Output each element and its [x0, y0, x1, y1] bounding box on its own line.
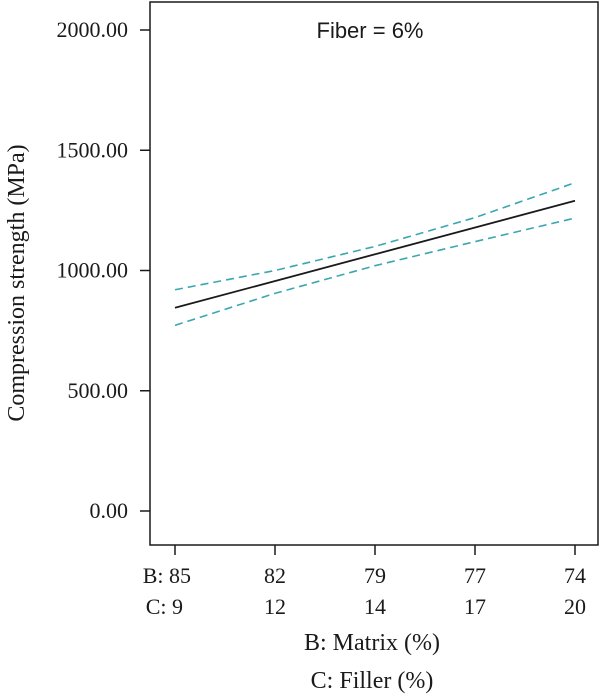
y-tick-label: 1500.00	[57, 137, 129, 162]
prediction-line	[174, 199, 576, 309]
x-tick-label-filler: 12	[264, 594, 286, 619]
x-tick-label-matrix: 77	[464, 563, 486, 588]
x-tick-label-filler: 14	[364, 594, 386, 619]
x-tick-label-filler: C: 9	[146, 594, 183, 619]
x-axis: B: 85 C: 9 82 12 79 14 77 17 74 20	[143, 545, 586, 619]
x-tick-label-matrix: B: 85	[143, 563, 191, 588]
chart-annotation: Fiber = 6%	[317, 18, 424, 43]
y-tick-label: 2000.00	[57, 17, 129, 42]
y-tick-label: 0.00	[90, 498, 129, 523]
y-tick-label: 500.00	[68, 378, 129, 403]
x-tick-label-filler: 17	[464, 594, 486, 619]
x-tick-label-matrix: 82	[264, 563, 286, 588]
x-axis-title-filler: C: Filler (%)	[311, 668, 434, 694]
x-tick-label-matrix: 79	[364, 563, 386, 588]
lower-interval-line	[174, 217, 576, 327]
x-tick-label-matrix: 74	[564, 563, 586, 588]
x-tick-label-filler: 20	[564, 594, 586, 619]
upper-interval-line	[174, 181, 576, 291]
y-tick-label: 1000.00	[57, 258, 129, 283]
x-axis-title-matrix: B: Matrix (%)	[304, 630, 440, 656]
series-lines	[174, 181, 576, 327]
plot-frame	[149, 1, 599, 546]
y-axis: 0.00 500.00 1000.00 1500.00 2000.00	[57, 17, 150, 523]
y-axis-title: Compression strength (MPa)	[4, 144, 30, 421]
